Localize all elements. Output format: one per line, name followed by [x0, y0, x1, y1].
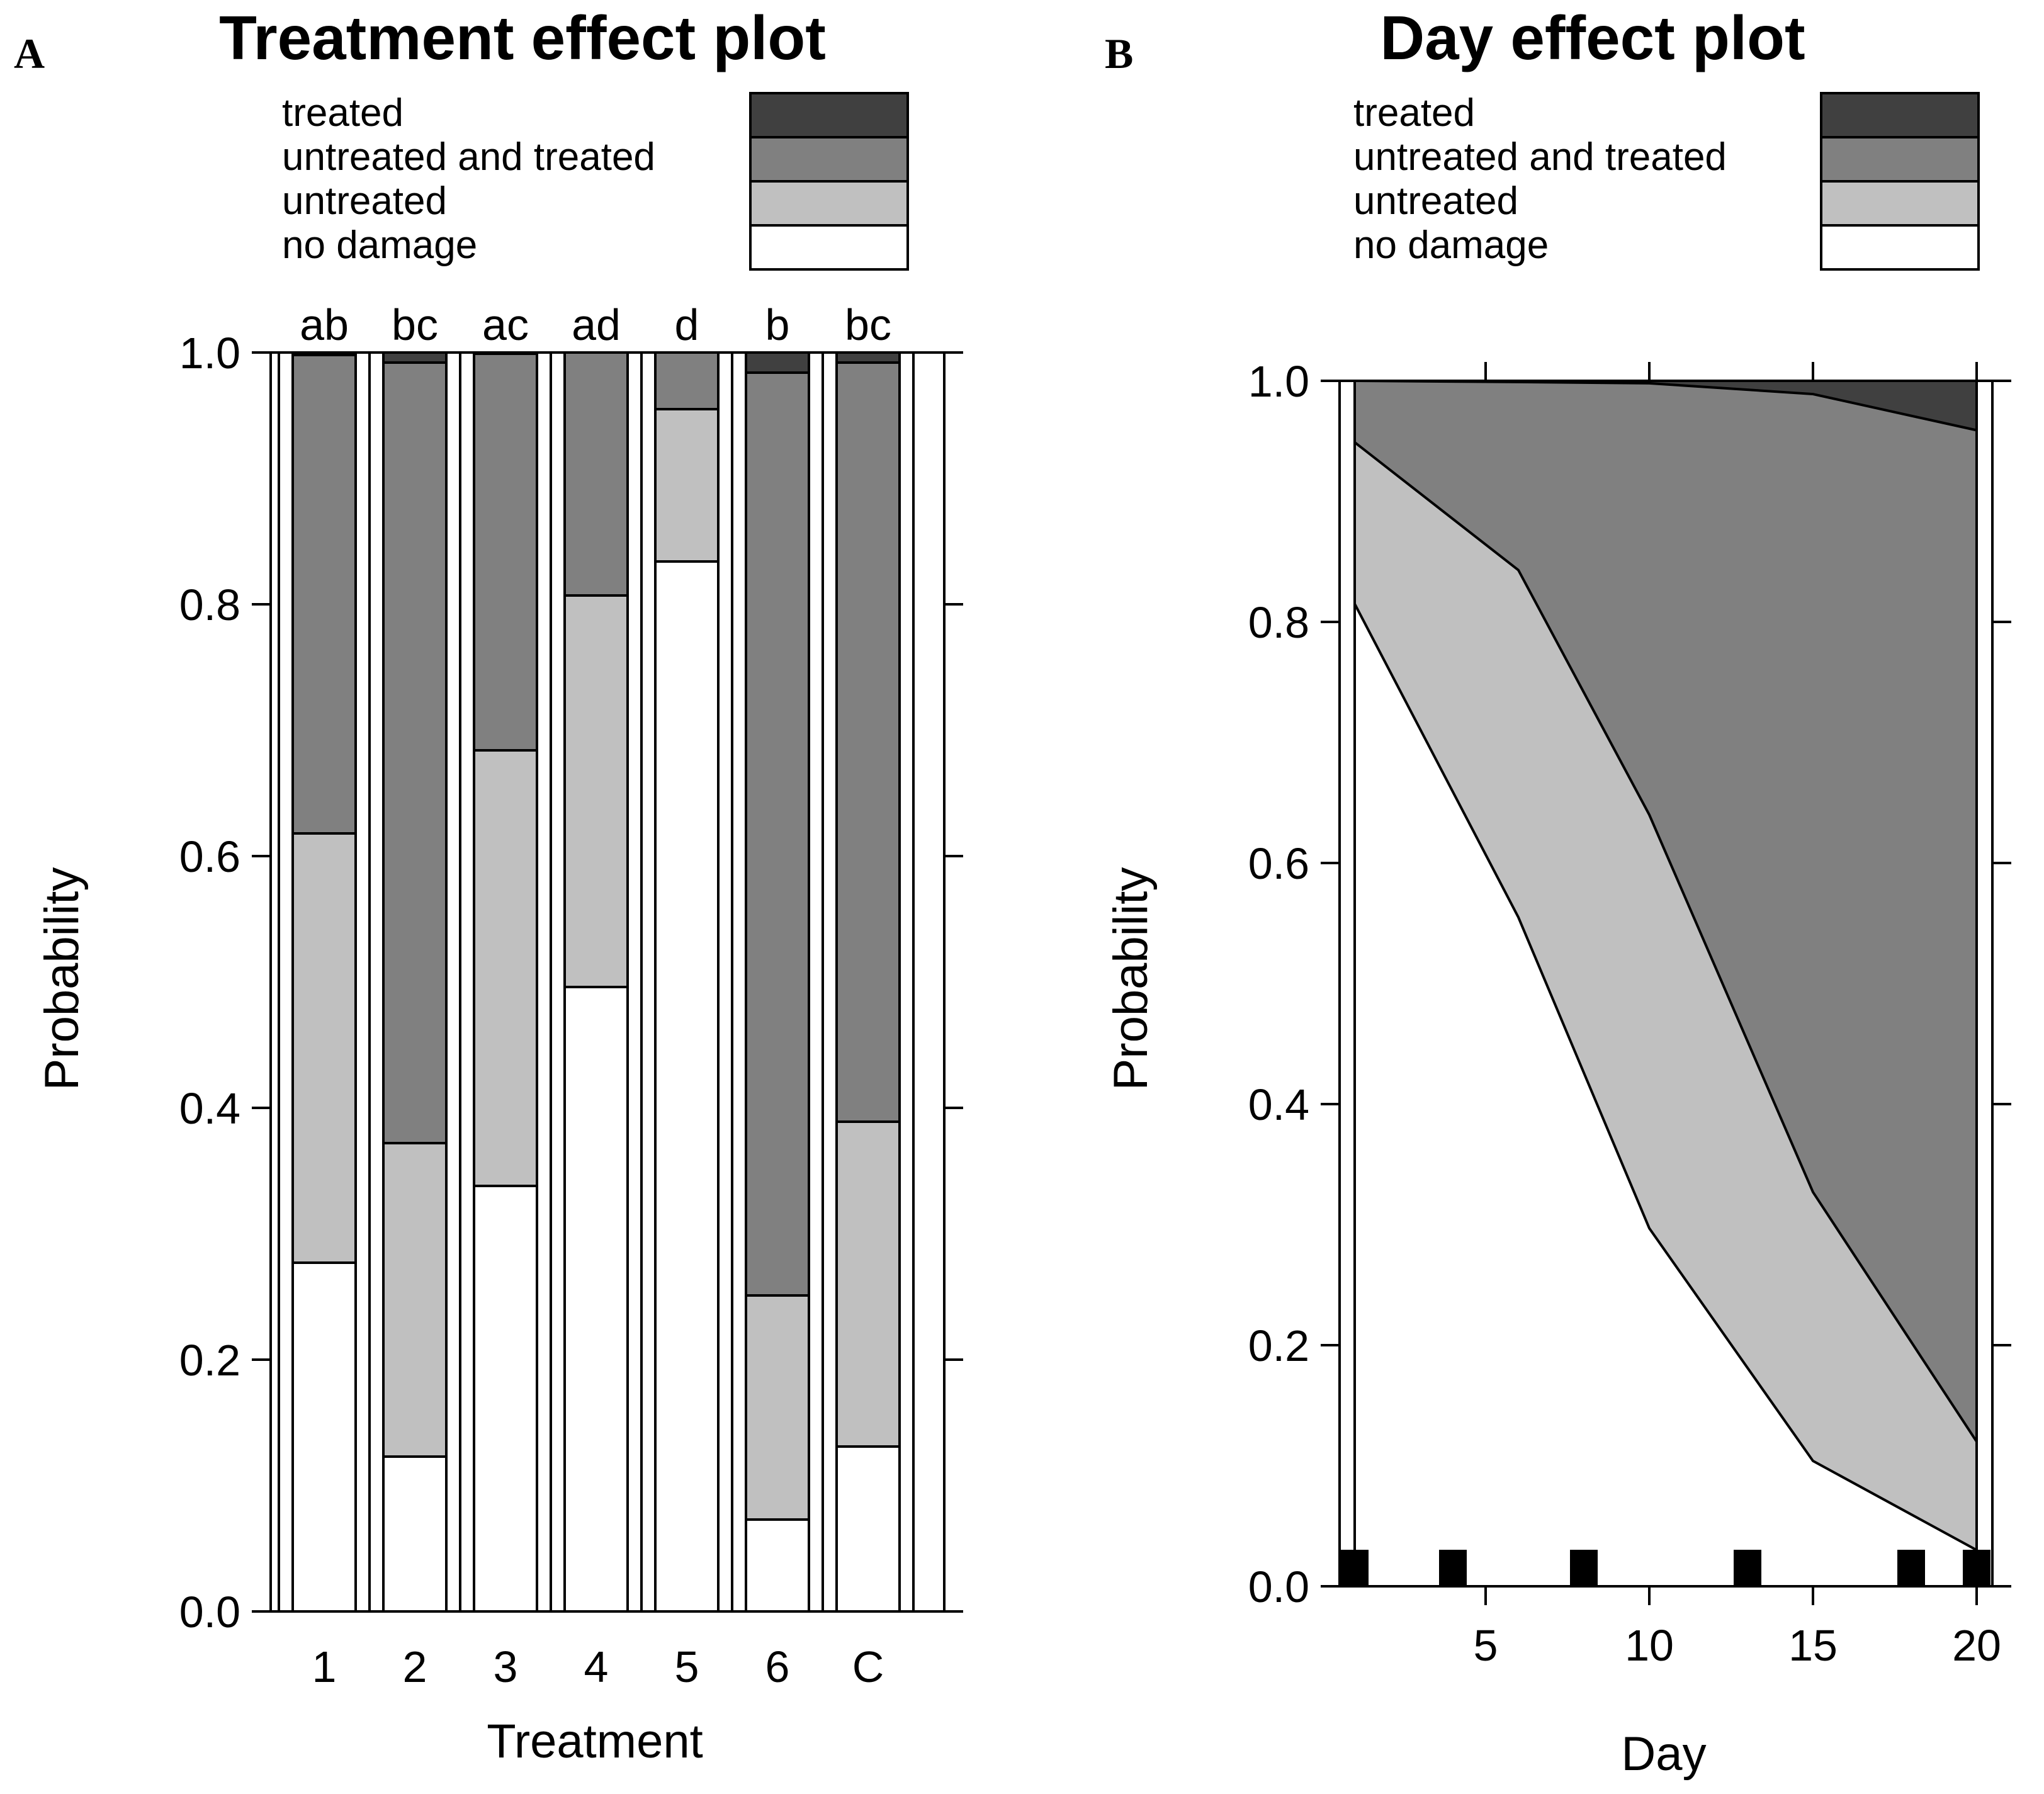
rug-mark [1897, 1550, 1925, 1586]
group-letter-5: d [675, 300, 699, 349]
legend-label-no-damage: no damage [282, 223, 477, 267]
legend-label-treated: treated [282, 91, 404, 135]
bar-1-no-damage [291, 1261, 357, 1613]
bar-5-untreated-and-treated [654, 351, 720, 410]
panel-a-xlabel: Treatment [487, 1715, 703, 1768]
bar-2-no-damage [382, 1455, 448, 1613]
bar-C-untreated [835, 1120, 901, 1448]
bar-3-untreated [473, 749, 538, 1187]
treatment-chart: 1 ab 2 bc 3 ac 4 ad 5 d 6 b Cbc 0.0 0.2 0.4 0.6 0.8 1.0 [179, 300, 963, 1691]
bar-4-untreated [563, 594, 629, 988]
x-tick-label-5: 5 [1474, 1621, 1498, 1670]
legend-swatch-no-damage [1820, 224, 1980, 271]
y-tick-label: 0.8 [179, 580, 240, 629]
x-tick-label-6: 6 [765, 1642, 790, 1691]
bar-1-untreated-and-treated [291, 354, 357, 835]
y-tick-label: 0.0 [1248, 1562, 1309, 1611]
group-letter-4: ad [572, 300, 621, 349]
legend-label-treated: treated [1353, 91, 1475, 135]
x-tick-label-20: 20 [1952, 1621, 2001, 1670]
rug-mark [1341, 1550, 1369, 1586]
y-tick-label: 0.0 [179, 1588, 240, 1637]
y-tick-label: 0.4 [1248, 1080, 1309, 1129]
bar-2-treated [382, 351, 448, 364]
bar-3-untreated-and-treated [473, 353, 538, 752]
day-chart: 0.0 0.2 0.4 0.6 0.8 1.0 5 10 15 20 [1248, 357, 2011, 1670]
rug-mark [1439, 1550, 1467, 1586]
bar-C-treated [835, 351, 901, 364]
boundary-line-no-damage [1353, 603, 1977, 1552]
y-tick-label: 0.2 [179, 1336, 240, 1385]
legend-label-untreated-and-treated: untreated and treated [282, 135, 655, 179]
rug-mark [1963, 1550, 1990, 1586]
bar-2-untreated [382, 1142, 448, 1458]
legend-swatch-no-damage [749, 224, 909, 271]
legend-swatch-untreated-and-treated [1820, 136, 1980, 183]
y-tick-label: 0.6 [179, 832, 240, 881]
panel-b-xlabel: Day [1621, 1727, 1706, 1781]
bar-6-untreated-and-treated [745, 371, 810, 1297]
x-tick-label-5: 5 [675, 1642, 699, 1691]
bar-1-untreated [291, 832, 357, 1264]
panel-a-label: A [14, 30, 45, 77]
panel-a-ylabel: Probability [35, 867, 89, 1091]
x-tick-label-C: C [852, 1642, 884, 1691]
bar-C-no-damage [835, 1445, 901, 1613]
legend-label-untreated-and-treated: untreated and treated [1353, 135, 1727, 179]
panel-b-label: B [1105, 30, 1133, 77]
bar-4-untreated-and-treated [563, 351, 629, 597]
legend-label-untreated: untreated [282, 179, 447, 223]
y-tick-label: 0.6 [1248, 839, 1309, 888]
bar-1-treated [291, 351, 357, 356]
group-letter-3: ac [482, 300, 529, 349]
x-tick-label-15: 15 [1788, 1621, 1838, 1670]
bar-5-untreated [654, 408, 720, 563]
boundary-line-untreated [1353, 441, 1978, 1443]
y-tick-label: 0.2 [1248, 1321, 1309, 1370]
legend-swatch-untreated [1820, 180, 1980, 227]
group-letter-1: ab [300, 300, 349, 349]
x-tick-label-2: 2 [403, 1642, 427, 1691]
bar-5-no-damage [654, 560, 720, 1613]
bar-4-no-damage [563, 986, 629, 1613]
legend-swatch-untreated [749, 180, 909, 227]
group-letter-6: b [765, 300, 790, 349]
group-letter-C: bc [845, 300, 891, 349]
y-tick-label: 0.4 [179, 1084, 240, 1133]
bar-3-no-damage [473, 1185, 538, 1613]
legend-swatch-untreated-and-treated [749, 136, 909, 183]
bar-2-untreated-and-treated [382, 361, 448, 1144]
legend-swatch-treated [1820, 92, 1980, 138]
panel-a-title: Treatment effect plot [219, 3, 826, 72]
bar-6-treated [745, 351, 810, 374]
y-tick-label: 1.0 [1248, 357, 1309, 406]
bar-C-untreated-and-treated [835, 361, 901, 1123]
y-tick-label: 1.0 [179, 329, 240, 378]
rug-mark [1570, 1550, 1598, 1586]
bar-6-untreated [745, 1294, 810, 1521]
group-letter-2: bc [392, 300, 438, 349]
legend-swatch-treated [749, 92, 909, 138]
bar-3-treated [473, 351, 538, 355]
rug-mark [1734, 1550, 1761, 1586]
panel-b-title: Day effect plot [1380, 3, 1805, 72]
x-tick-label-10: 10 [1625, 1621, 1674, 1670]
x-tick-label-3: 3 [494, 1642, 518, 1691]
legend-label-untreated: untreated [1353, 179, 1518, 223]
x-tick-label-4: 4 [584, 1642, 609, 1691]
panel-b-ylabel: Probability [1104, 867, 1158, 1091]
area-no-damage [1355, 604, 1977, 1586]
legend-label-no-damage: no damage [1353, 223, 1549, 267]
y-tick-label: 0.8 [1248, 598, 1309, 647]
bar-6-no-damage [745, 1518, 810, 1613]
x-tick-label-1: 1 [312, 1642, 337, 1691]
